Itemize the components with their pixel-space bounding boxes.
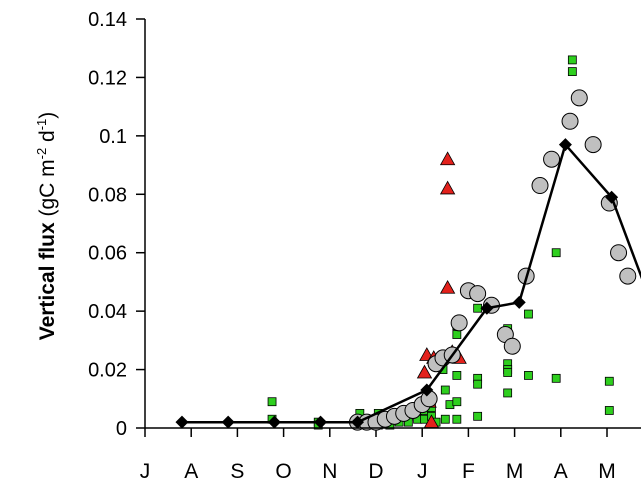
square-point [440,385,450,395]
square-point [567,55,577,65]
circle-point [610,244,628,262]
x-tick-label: N [322,460,337,483]
y-axis-label-exp2: -1 [34,119,49,131]
square-point [452,371,462,380]
square-point [604,406,614,415]
square-point [267,397,277,407]
triangle-point [439,180,456,195]
square-point [524,371,533,380]
x-tick-label: J [417,460,428,483]
x-tick-label: F [462,460,475,483]
y-tick-label: 0.1 [99,126,127,148]
square-point [452,414,462,424]
x-tick-label: M [598,460,616,483]
triangle-point [439,279,456,294]
diamond-point [512,295,526,309]
square-point [503,368,513,377]
square-point [452,330,462,339]
y-axis-label-close: ) [36,112,59,119]
diamond-point [351,415,365,429]
circle-point [469,285,487,303]
square-point [604,376,614,386]
y-axis-label-bold: Vertical flux [36,222,59,340]
x-axis: JASONDJFMAMJ [140,428,616,483]
y-axis-label: Vertical flux (gC m-2 d-1) [34,112,59,341]
diamond-point [267,415,281,429]
x-tick-label: J [140,460,151,483]
diamond-point [558,138,572,152]
square-point [567,67,577,76]
x-tick-label: M [506,460,524,483]
x-tick-label: O [275,460,291,483]
plot-area [175,55,641,431]
y-tick-label: 0.14 [88,9,127,31]
y-axis-label-exp1: -2 [34,148,49,160]
square-point [503,388,513,398]
x-tick-label: A [554,460,568,483]
diamond-point [221,415,235,429]
square-point [440,414,450,424]
circle-point [561,112,579,130]
y-tick-label: 0.02 [88,360,127,382]
circle-point [570,89,588,107]
y-axis-label-unit: (gC m [36,159,59,222]
y-tick-label: 0.12 [88,67,127,89]
diamond-point [175,415,189,429]
y-axis: 0 0.02 0.04 0.06 0.08 0.1 0.12 0.14 [88,9,145,440]
diamond-point [605,190,619,204]
y-tick-label: 0 [116,418,127,440]
circle-point [450,314,468,332]
circle-point [584,136,602,154]
circle-point [543,150,561,168]
triangle-point [439,151,456,166]
x-tick-label: A [184,460,198,483]
y-tick-label: 0.04 [88,301,127,323]
circle-point [531,177,549,195]
y-axis-label-d: d [36,130,59,148]
circle-point [619,267,637,285]
x-tick-label: S [230,460,244,483]
circle-point [503,337,521,355]
square-point [473,379,483,389]
square-point [452,397,462,407]
square-point [473,411,483,421]
square-point [524,309,533,319]
diamond-point [420,383,434,397]
y-tick-label: 0.06 [88,243,127,265]
triangle-point [416,364,433,379]
x-tick-label: D [368,460,383,483]
square-point [551,373,561,383]
diamond-point [480,301,494,315]
square-point [551,248,561,258]
y-tick-label: 0.08 [88,184,127,206]
diamond-point [314,415,328,429]
average-flux-line [182,142,641,424]
